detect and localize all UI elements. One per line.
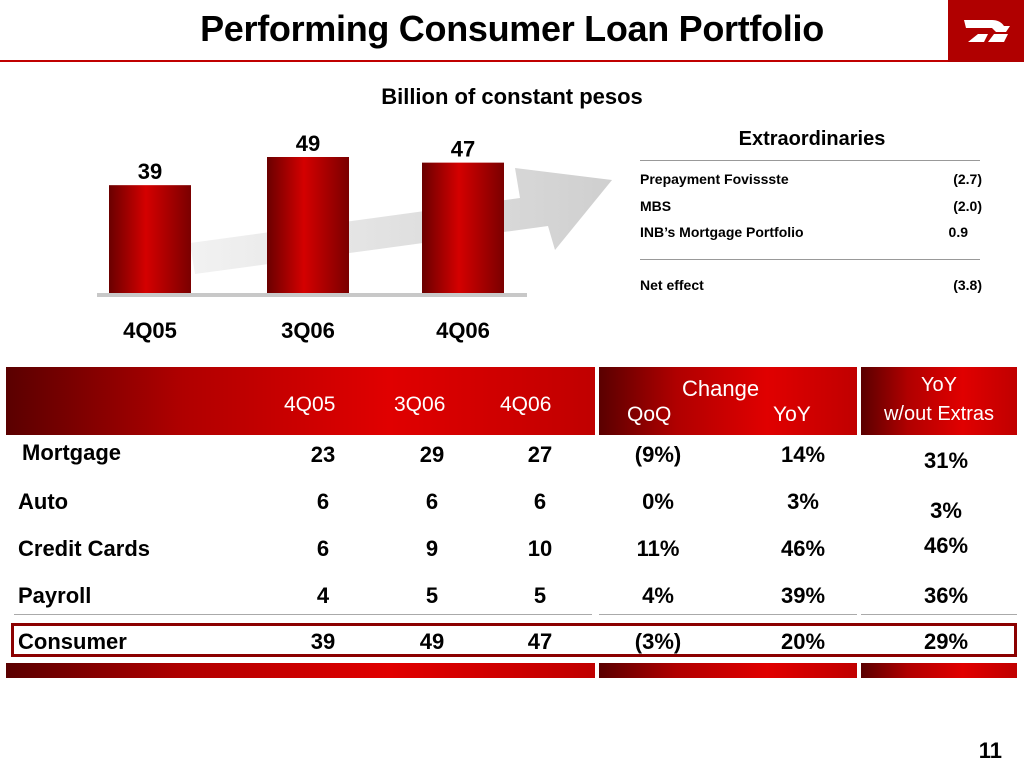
category-tick-label: 4Q06 <box>436 318 490 343</box>
table-cell-q1: 23 <box>310 442 336 467</box>
table-cell-q2: 6 <box>425 489 439 514</box>
extraordinary-item: INB’s Mortgage Portfolio 0.9 <box>640 224 982 246</box>
bar-4q05 <box>109 185 191 295</box>
row-label: Auto <box>18 489 69 514</box>
table-cell-q3: 47 <box>527 629 553 654</box>
table-cell-qoq: 4% <box>642 583 674 608</box>
row-label: Credit Cards <box>18 536 151 561</box>
table-cell-yoy: 14% <box>780 442 826 467</box>
chart-subtitle: Billion of constant pesos <box>381 84 643 109</box>
table-cell-q3: 10 <box>527 536 553 561</box>
extraordinary-item: Prepayment Fovissste (2.7) <box>640 171 982 193</box>
table-cell-q3: 5 <box>533 583 547 608</box>
table-cell-extras: 3% <box>930 498 962 523</box>
bar-chart: 39 4Q05 49 3Q06 47 4Q06 <box>97 131 612 343</box>
table-cell-extras: 36% <box>923 583 969 608</box>
table-cell-q2: 49 <box>419 629 445 654</box>
col-header-3q06: 3Q06 <box>394 393 446 416</box>
bar-4q06 <box>422 162 504 295</box>
table-cell-q1: 39 <box>310 629 336 654</box>
extraordinaries-bottom-rule <box>640 259 980 260</box>
bar-value-label: 39 <box>138 159 162 184</box>
bar-3q06 <box>267 157 349 295</box>
extraordinary-value: (2.7) <box>953 171 982 187</box>
table-cell-yoy: 46% <box>780 536 826 561</box>
net-effect-label: Net effect <box>640 277 704 293</box>
table-cell-q2: 29 <box>419 442 445 467</box>
extraordinary-value: 0.9 <box>948 224 968 240</box>
title-divider <box>0 60 1024 62</box>
table-cell-q1: 6 <box>316 536 330 561</box>
extraordinaries-top-rule <box>640 160 980 161</box>
net-effect-value: (3.8) <box>953 277 982 293</box>
row-label: Mortgage <box>22 440 121 465</box>
table-header-bar: 4Q05 3Q06 4Q06 <box>6 367 595 435</box>
table-cell-q3: 6 <box>533 489 547 514</box>
table-cell-q2: 5 <box>425 583 439 608</box>
table-cell-q1: 4 <box>316 583 330 608</box>
extraordinary-label: INB’s Mortgage Portfolio <box>640 224 804 240</box>
row-separator <box>861 614 1017 615</box>
bar-value-label: 49 <box>296 131 320 156</box>
table-cell-qoq: 0% <box>642 489 674 514</box>
col-header-qoq: QoQ <box>627 403 672 426</box>
bar-value-label: 47 <box>451 137 475 162</box>
col-header-yoy-extras: YoY <box>921 374 957 396</box>
table-cell-qoq: (3%) <box>634 629 682 654</box>
col-header-4q06: 4Q06 <box>500 393 552 416</box>
table-footer-bar <box>6 663 595 678</box>
row-separator <box>14 614 592 615</box>
category-tick-label: 4Q05 <box>123 318 177 343</box>
table-cell-yoy: 39% <box>780 583 826 608</box>
change-header-bar: Change QoQ YoY <box>599 367 857 435</box>
extras-header-bar: YoY w/out Extras <box>861 367 1017 435</box>
category-tick-label: 3Q06 <box>281 318 335 343</box>
table-cell-extras: 46% <box>923 533 969 558</box>
row-separator <box>599 614 857 615</box>
col-header-yoy: YoY <box>773 403 811 426</box>
table-cell-extras: 31% <box>923 448 969 473</box>
table-cell-qoq: 11% <box>636 536 680 561</box>
extraordinaries-title: Extraordinaries <box>738 128 886 150</box>
extraordinary-item: MBS (2.0) <box>640 198 982 220</box>
table-cell-yoy: 20% <box>780 629 826 654</box>
extraordinary-label: Prepayment Fovissste <box>640 171 789 187</box>
page-title: Performing Consumer Loan Portfolio <box>200 8 824 49</box>
table-cell-yoy: 3% <box>787 489 819 514</box>
col-header-4q05: 4Q05 <box>284 393 336 416</box>
table-cell-q2: 9 <box>425 536 439 561</box>
table-cell-q1: 6 <box>316 489 330 514</box>
bank-logo <box>948 0 1024 62</box>
logo-icon <box>964 20 1010 42</box>
trend-arrow <box>190 168 612 274</box>
table-footer-bar <box>599 663 857 678</box>
table-cell-q3: 27 <box>527 442 553 467</box>
table-cell-qoq: (9%) <box>634 442 682 467</box>
net-effect-row: Net effect (3.8) <box>640 277 982 299</box>
consumer-total-highlight <box>11 623 1017 657</box>
table-cell-extras: 29% <box>923 629 969 654</box>
row-label: Payroll <box>18 583 92 608</box>
chart-baseline <box>97 293 527 297</box>
row-label: Consumer <box>18 629 127 654</box>
extraordinary-label: MBS <box>640 198 672 214</box>
table-footer-bar <box>861 663 1017 678</box>
page-number: 11 <box>978 738 1002 763</box>
col-header-change: Change <box>682 376 760 401</box>
col-header-without-extras: w/out Extras <box>883 403 995 425</box>
extraordinary-value: (2.0) <box>953 198 982 214</box>
